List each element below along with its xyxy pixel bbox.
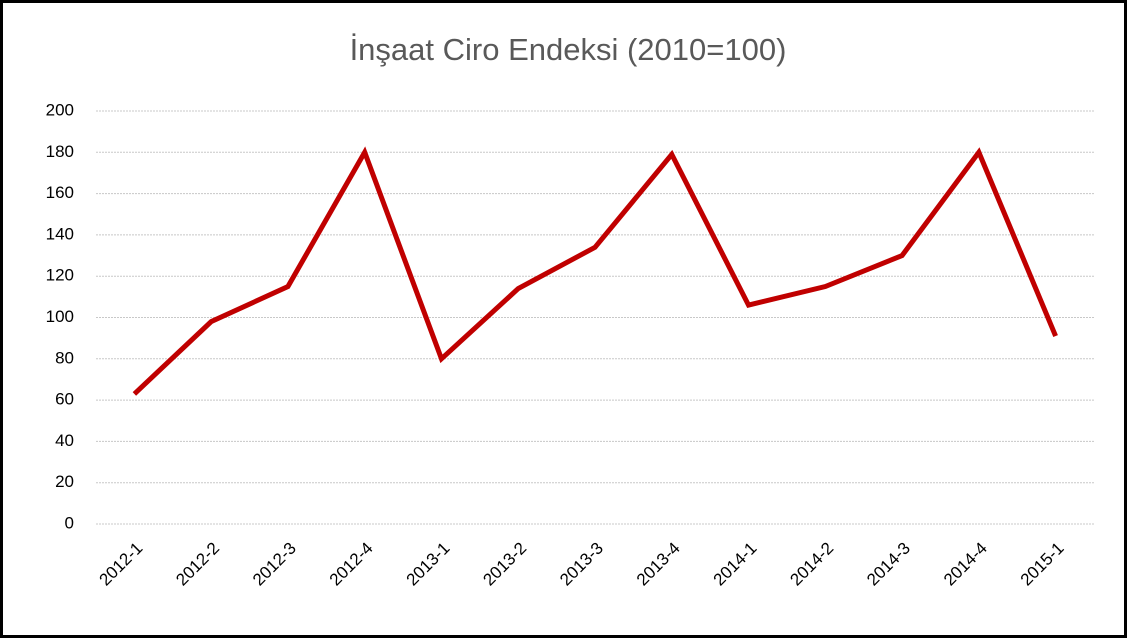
y-tick-label: 20 [55,472,74,491]
chart-title: İnşaat Ciro Endeksi (2010=100) [350,32,787,67]
y-tick-label: 180 [46,142,74,161]
y-tick-label: 140 [46,224,74,243]
y-tick-label: 100 [46,307,74,326]
y-tick-label: 60 [55,390,74,409]
y-tick-label: 160 [46,183,74,202]
y-tick-label: 40 [55,431,74,450]
y-tick-label: 120 [46,266,74,285]
y-tick-label: 80 [55,348,74,367]
y-tick-label: 200 [46,100,74,119]
y-tick-label: 0 [65,513,74,532]
line-series [132,146,1058,396]
